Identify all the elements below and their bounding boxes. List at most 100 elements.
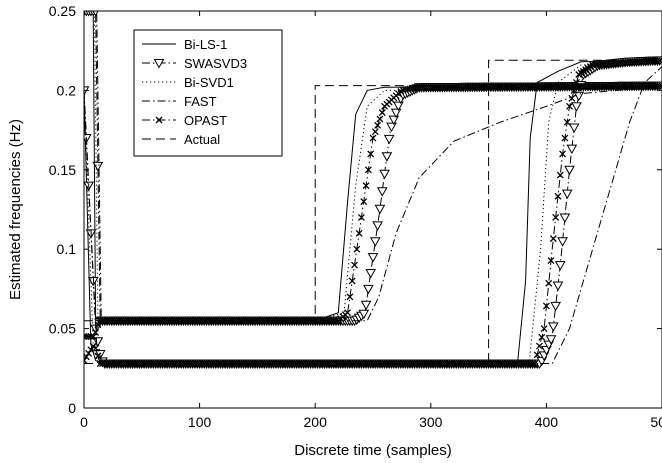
legend-label: Bi-SVD1 — [184, 75, 234, 90]
x-tick-label: 0 — [80, 414, 88, 430]
data-point — [545, 279, 553, 287]
y-tick-label: 0.25 — [49, 3, 76, 19]
y-axis-label: Estimated frequencies (Hz) — [7, 119, 24, 300]
data-point — [536, 342, 543, 350]
legend-label: Actual — [184, 132, 220, 147]
data-point — [362, 182, 370, 190]
data-point — [538, 333, 546, 341]
legend-label: SWASVD3 — [184, 56, 247, 71]
legend-box — [133, 29, 283, 157]
series-line-track-2 — [84, 59, 662, 364]
data-point — [572, 79, 580, 86]
data-point — [552, 281, 564, 292]
data-point — [547, 257, 555, 265]
series-line-track-2 — [84, 59, 662, 364]
data-point — [360, 198, 368, 206]
x-tick-label: 300 — [419, 414, 443, 430]
data-point — [568, 123, 580, 133]
data-point — [390, 108, 402, 119]
data-point — [564, 165, 575, 176]
data-point — [383, 134, 395, 145]
data-point — [379, 169, 390, 180]
data-point — [566, 144, 578, 155]
data-point — [358, 309, 370, 320]
data-point — [550, 301, 562, 312]
data-point — [388, 115, 400, 126]
data-point — [332, 317, 340, 325]
y-tick-label: 0.05 — [49, 321, 76, 337]
data-point — [561, 134, 569, 142]
data-point — [365, 269, 377, 279]
data-point — [552, 213, 560, 221]
data-point — [89, 333, 97, 340]
x-tick-label: 500 — [650, 414, 662, 430]
data-point — [393, 101, 404, 112]
data-point — [381, 152, 393, 162]
data-point — [549, 235, 557, 243]
data-point — [344, 309, 352, 317]
data-point — [371, 128, 379, 136]
data-point — [369, 134, 377, 142]
data-point — [367, 253, 379, 263]
data-point — [542, 302, 550, 310]
data-point — [376, 187, 388, 197]
data-point — [557, 237, 568, 247]
legend-label: FAST — [184, 94, 217, 109]
data-point — [559, 213, 571, 223]
data-point — [378, 109, 386, 117]
data-point — [386, 122, 397, 133]
x-tick-label: 100 — [188, 414, 212, 430]
data-point — [85, 349, 93, 357]
data-point — [653, 82, 661, 90]
data-point — [568, 94, 576, 102]
data-point — [92, 329, 100, 337]
data-point — [360, 300, 372, 311]
data-point — [367, 150, 375, 158]
data-point — [563, 118, 571, 126]
data-point — [554, 192, 562, 200]
data-point — [353, 245, 361, 253]
x-axis-label: Discrete time (samples) — [294, 442, 452, 459]
y-tick-label: 0 — [68, 400, 76, 416]
series-line-track-2 — [84, 59, 662, 364]
data-point — [554, 261, 566, 271]
data-point — [87, 346, 95, 354]
data-point — [570, 86, 578, 94]
data-point — [372, 221, 383, 231]
data-point — [369, 237, 381, 247]
data-point — [529, 360, 536, 367]
data-point — [533, 351, 541, 359]
axis-layer: 0 100 200 300 400 500 0 0.05 0.1 0.15 0.2 0.25 — [49, 3, 662, 430]
legend-label: OPAST — [184, 113, 227, 128]
data-point — [376, 115, 384, 123]
data-point — [348, 277, 356, 285]
legend-marker — [155, 116, 163, 124]
plot-frame — [83, 10, 662, 409]
legend-label: Bi-LS-1 — [184, 37, 227, 52]
y-tick-label: 0.1 — [57, 241, 77, 257]
data-point — [540, 325, 548, 333]
data-point — [547, 322, 559, 332]
x-tick-label: 200 — [304, 414, 328, 430]
data-point — [374, 204, 386, 215]
data-point — [357, 213, 365, 221]
data-point — [531, 360, 539, 367]
series-bi-ls-1 — [84, 11, 662, 364]
data-point — [556, 171, 564, 179]
data-point — [92, 344, 100, 352]
data-point — [571, 102, 582, 112]
data-point — [374, 121, 382, 129]
data-point — [351, 261, 358, 269]
y-tick-label: 0.15 — [49, 162, 76, 178]
data-point — [561, 189, 573, 200]
series-bi-svd1 — [84, 11, 662, 364]
data-point — [364, 166, 372, 174]
legend: Bi-LS-1 SWASVD3 Bi-SVD1 FAST OPAST Actual — [133, 29, 283, 157]
data-point — [84, 356, 88, 364]
x-tick-label: 400 — [535, 414, 559, 430]
series-line-track-1 — [84, 85, 662, 322]
y-tick-label: 0.2 — [57, 82, 77, 98]
data-point — [573, 91, 585, 102]
